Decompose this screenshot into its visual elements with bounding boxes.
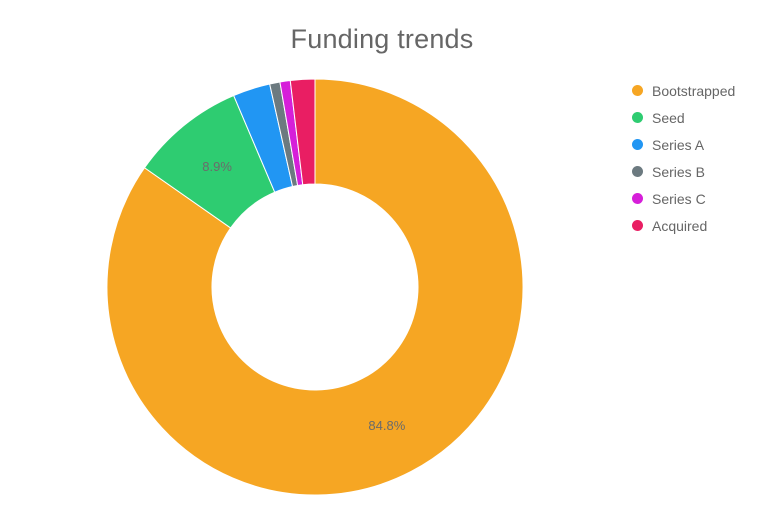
- legend-item-series-b[interactable]: Series B: [632, 158, 735, 185]
- donut-slice-bootstrapped[interactable]: [106, 78, 524, 496]
- legend-item-seed[interactable]: Seed: [632, 104, 735, 131]
- legend-swatch-series-c: [632, 193, 643, 204]
- legend-item-acquired[interactable]: Acquired: [632, 212, 735, 239]
- legend-label-bootstrapped: Bootstrapped: [652, 82, 736, 99]
- legend-swatch-series-b: [632, 166, 643, 177]
- legend-label-series-a: Series A: [652, 136, 705, 153]
- data-label-seed: 8.9%: [202, 159, 232, 174]
- legend-swatch-series-a: [632, 139, 643, 150]
- chart-title: Funding trends: [290, 24, 474, 54]
- chart-legend: Bootstrapped Seed Series A Series B Seri…: [632, 77, 735, 239]
- legend-swatch-acquired: [632, 220, 643, 231]
- legend-label-series-c: Series C: [652, 190, 706, 207]
- legend-swatch-seed: [632, 112, 643, 123]
- legend-swatch-bootstrapped: [632, 85, 643, 96]
- legend-item-bootstrapped[interactable]: Bootstrapped: [632, 77, 735, 104]
- legend-item-series-c[interactable]: Series C: [632, 185, 735, 212]
- data-label-bootstrapped: 84.8%: [368, 418, 405, 433]
- legend-item-series-a[interactable]: Series A: [632, 131, 735, 158]
- legend-label-acquired: Acquired: [652, 217, 708, 234]
- donut-slice-acquired[interactable]: [289, 78, 316, 186]
- legend-label-series-b: Series B: [652, 163, 705, 180]
- legend-label-seed: Seed: [652, 109, 685, 126]
